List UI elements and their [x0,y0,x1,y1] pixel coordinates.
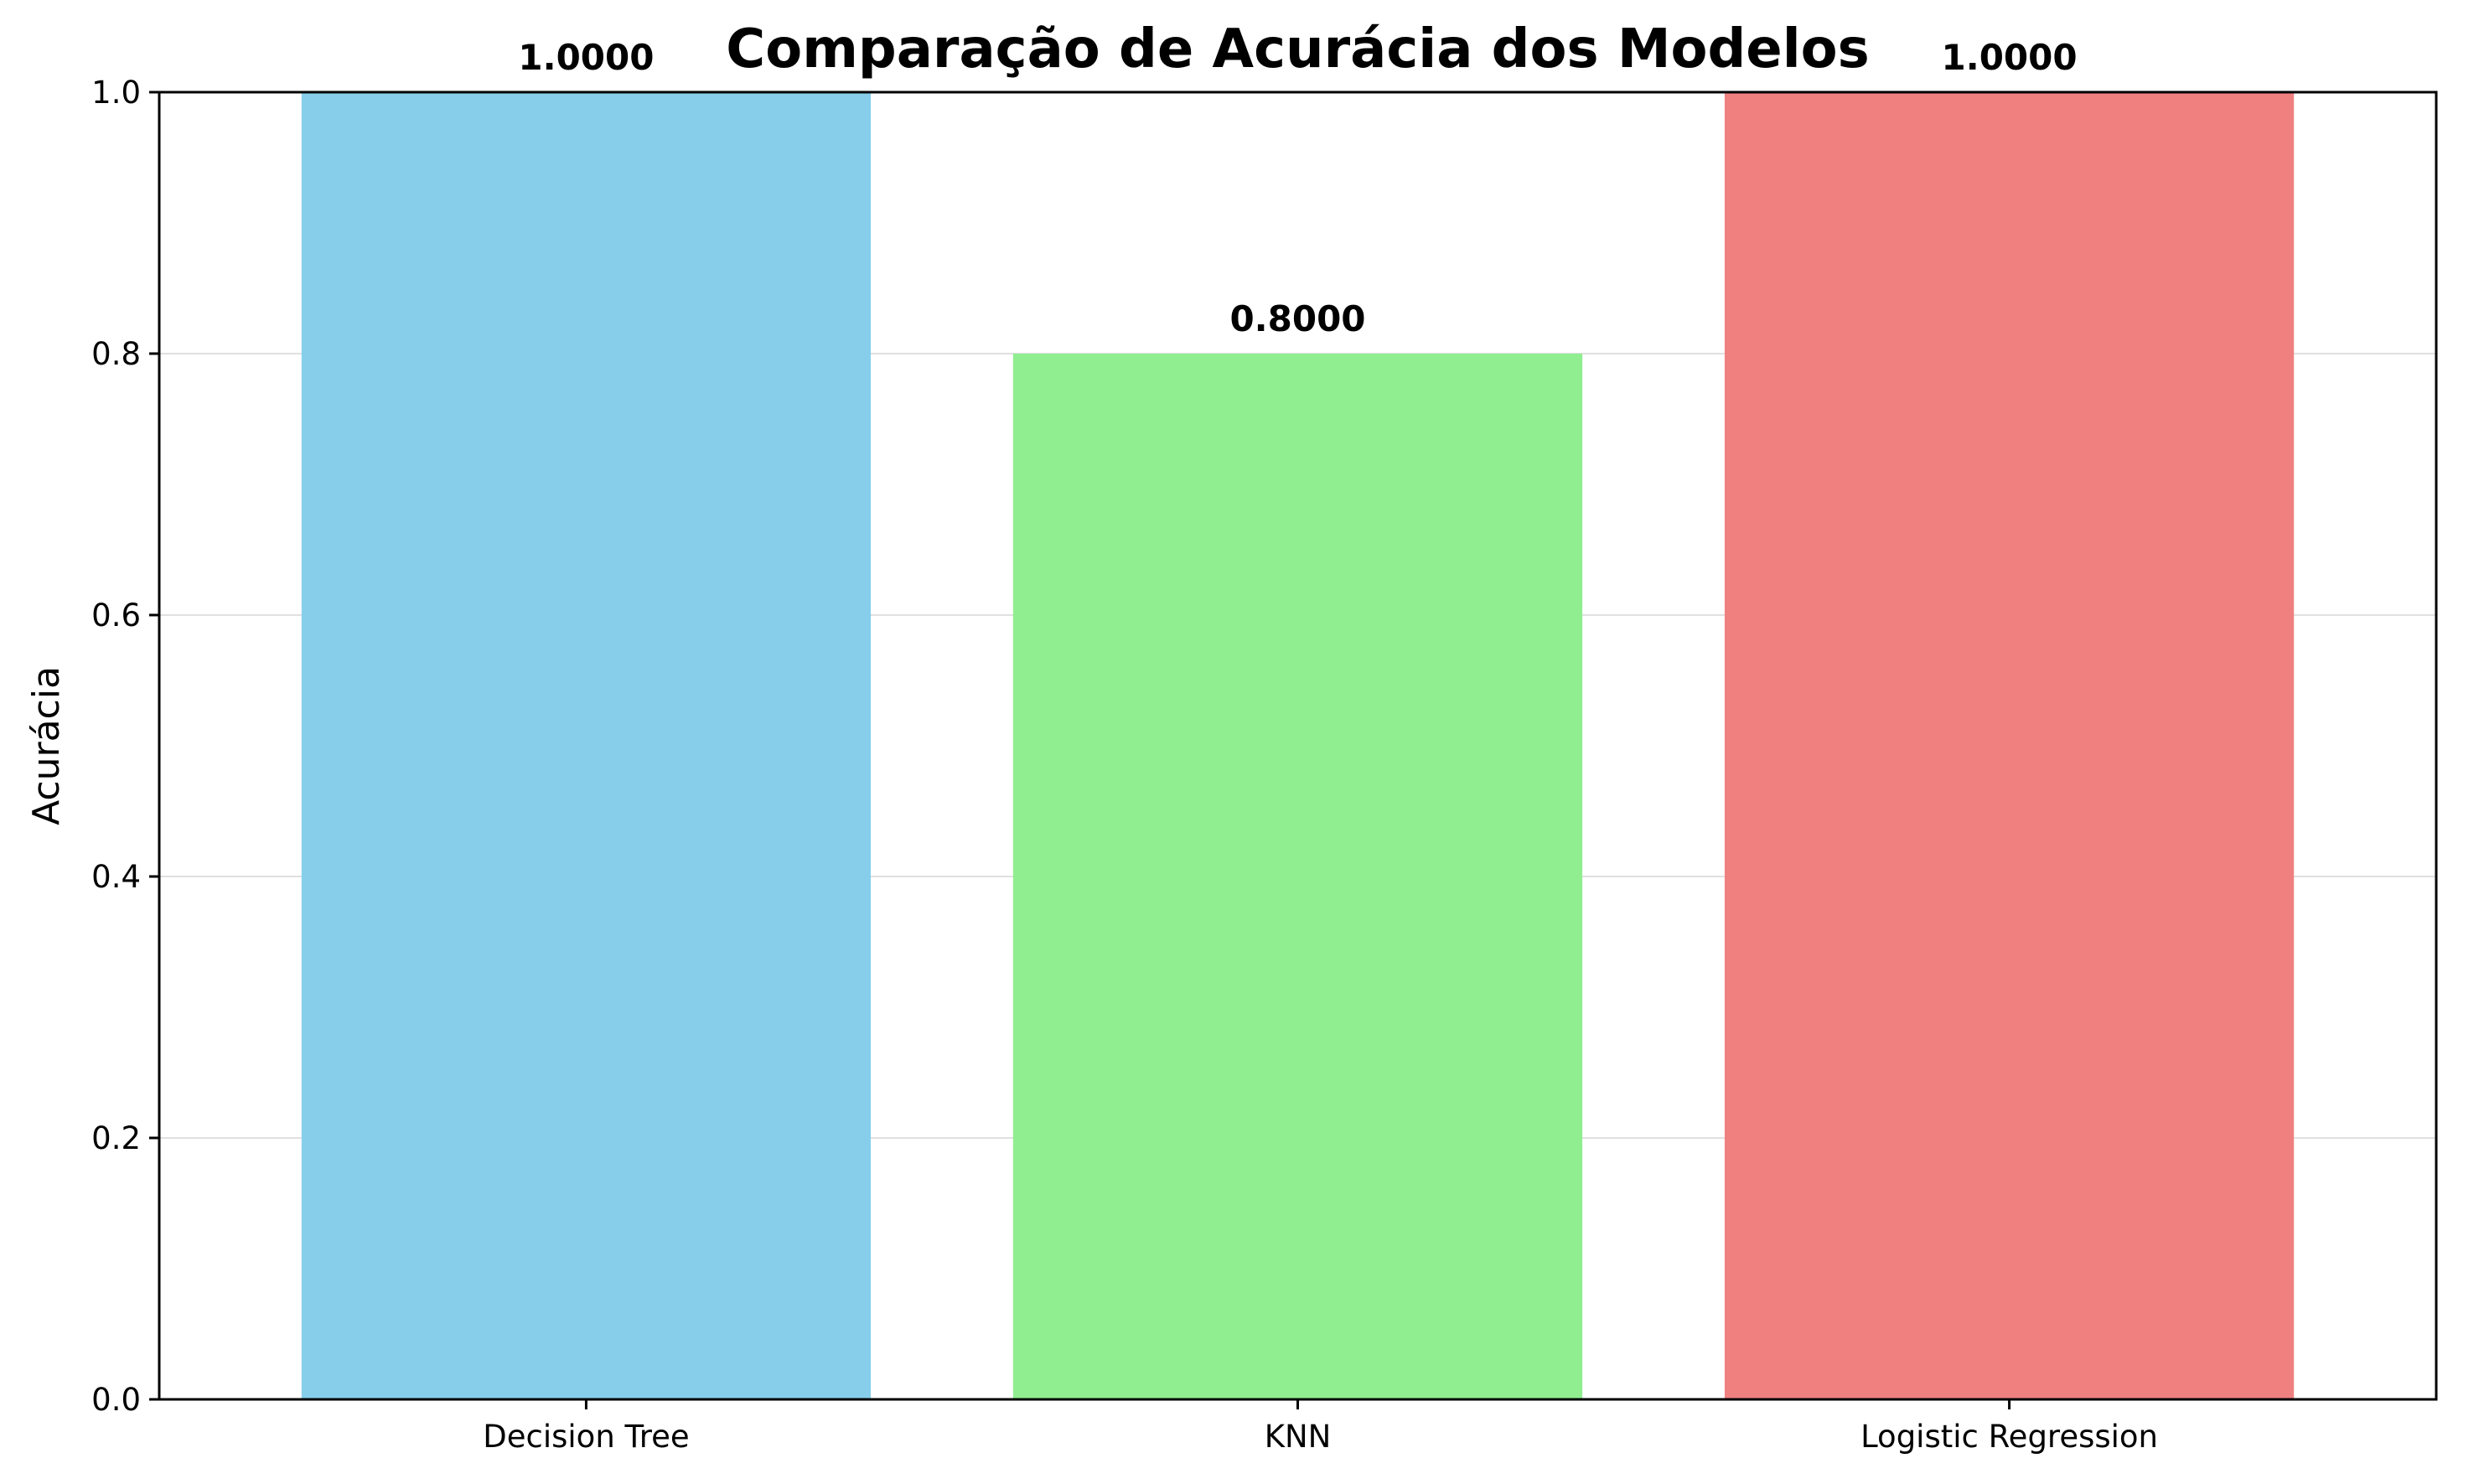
value-labels: 1.0000 0.8000 1.0000 [518,37,2077,339]
bar [301,92,872,1399]
y-axis-ticks: 0.0 0.2 0.4 0.6 0.8 1.0 [91,75,159,1418]
bar [1724,92,2295,1399]
y-axis-label: Acurácia [25,666,68,825]
y-tick-label: 0.2 [91,1120,141,1156]
x-tick-label: Logistic Regression [1860,1419,2158,1455]
bar-value-label: 1.0000 [1942,37,2078,78]
x-axis-ticks: Decision Tree KNN Logistic Regression [483,1399,2158,1455]
x-tick-label: Decision Tree [483,1419,689,1455]
y-tick-label: 0.4 [91,859,141,895]
bar-value-label: 1.0000 [518,37,654,78]
chart-title: Comparação de Acurácia dos Modelos [726,18,1869,80]
y-tick-label: 0.0 [91,1382,141,1418]
x-tick-label: KNN [1265,1419,1332,1455]
bars [301,92,2295,1399]
y-tick-label: 0.6 [91,597,141,633]
y-tick-label: 1.0 [91,75,141,111]
bar-value-label: 0.8000 [1229,298,1365,339]
y-tick-label: 0.8 [91,336,141,372]
bar [1012,354,1583,1399]
